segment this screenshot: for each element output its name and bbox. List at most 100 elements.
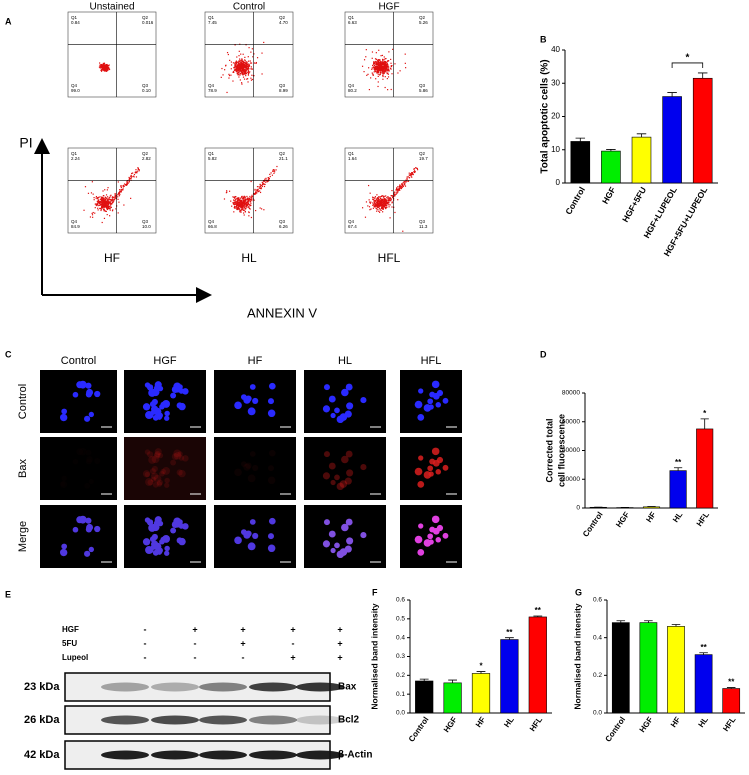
event-dot [236, 67, 238, 69]
cell [267, 409, 276, 418]
event-dot [97, 203, 99, 205]
event-dot [404, 185, 407, 187]
event-dot [251, 195, 253, 198]
event-dot [104, 196, 107, 199]
event-dot [375, 61, 377, 64]
event-dot [387, 68, 389, 70]
cell [432, 527, 440, 535]
event-dot [248, 197, 251, 200]
event-dot [228, 73, 230, 75]
event-dot [233, 199, 235, 201]
event-dot [386, 197, 388, 199]
event-dot [118, 201, 120, 203]
event-dot [378, 210, 380, 212]
event-dot [232, 62, 235, 64]
event-dot [233, 200, 235, 202]
event-dot [120, 186, 122, 189]
cell [173, 452, 182, 460]
quadrant-value: 0.016 [142, 20, 154, 25]
event-dot [378, 67, 380, 69]
event-dot [252, 56, 254, 58]
event-dot [385, 61, 387, 63]
event-dot [119, 193, 121, 196]
event-dot [380, 55, 382, 57]
event-dot [382, 195, 384, 197]
event-dot [412, 173, 414, 176]
cell [164, 410, 170, 417]
event-dot [107, 67, 109, 69]
event-dot [238, 73, 240, 75]
event-dot [95, 197, 97, 199]
event-dot [379, 60, 381, 62]
event-dot [134, 172, 136, 174]
flow-plot-title: HL [241, 251, 257, 265]
event-dot [104, 198, 107, 201]
event-dot [251, 68, 253, 70]
event-dot [100, 204, 102, 206]
event-dot [99, 62, 101, 64]
bar [694, 654, 713, 714]
event-dot [263, 180, 265, 182]
event-dot [262, 183, 265, 185]
event-dot [375, 201, 378, 203]
event-dot [122, 185, 124, 187]
event-dot [381, 63, 383, 65]
event-dot [381, 200, 383, 202]
event-dot [389, 197, 391, 200]
bar [443, 682, 462, 714]
event-dot [237, 205, 240, 207]
event-dot [256, 189, 258, 191]
quadrant-name: Q4 [208, 83, 215, 88]
event-dot [380, 71, 382, 73]
event-dot [246, 198, 248, 200]
error-bar [697, 72, 708, 79]
event-dot [240, 211, 242, 213]
event-dot [238, 61, 240, 64]
event-dot [241, 83, 243, 85]
event-dot [106, 65, 109, 67]
event-dot [247, 64, 249, 67]
event-dot [385, 62, 387, 64]
event-dot [384, 198, 387, 200]
event-dot [96, 197, 98, 199]
event-dot [245, 206, 248, 208]
error-bar [504, 637, 514, 640]
x-tick-label: HL [671, 510, 685, 524]
event-dot [248, 63, 250, 65]
event-dot [237, 208, 239, 210]
cell [418, 455, 424, 461]
cell [245, 462, 252, 469]
event-dot [385, 63, 388, 65]
event-dot [378, 59, 380, 61]
blot-band [101, 682, 149, 692]
event-dot [244, 70, 246, 72]
event-dot [248, 204, 251, 206]
event-dot [391, 64, 393, 67]
event-dot [386, 203, 388, 205]
event-dot [233, 203, 235, 206]
event-dot [397, 191, 399, 193]
event-dot [379, 72, 381, 74]
event-dot [253, 199, 255, 201]
x-tick-label: HGF [442, 715, 459, 734]
event-dot [377, 71, 380, 73]
event-dot [375, 67, 377, 69]
event-dot [276, 165, 278, 168]
event-dot [273, 170, 275, 172]
event-dot [408, 172, 410, 174]
event-dot [238, 60, 240, 62]
event-dot [238, 207, 240, 209]
y-tick-label: 60000 [562, 418, 580, 425]
event-dot [372, 207, 375, 209]
event-dot [244, 198, 246, 200]
event-dot [243, 196, 245, 198]
cell [268, 382, 276, 390]
event-dot [249, 60, 251, 62]
treatment-sign: - [144, 652, 147, 662]
event-dot [379, 202, 381, 204]
event-dot [243, 78, 246, 80]
micro-row-label: Control [17, 384, 29, 419]
event-dot [99, 65, 101, 67]
cell [423, 404, 432, 412]
